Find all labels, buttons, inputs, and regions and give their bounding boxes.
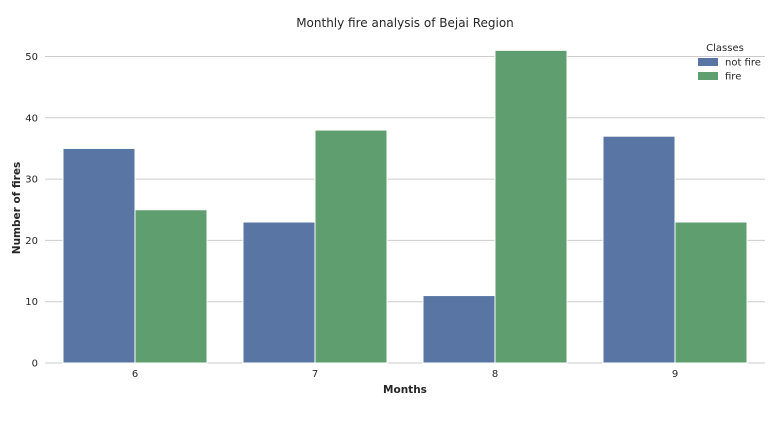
x-tick-label: 8 xyxy=(492,369,498,380)
x-tick-label: 9 xyxy=(672,369,678,380)
legend-label: fire xyxy=(725,72,741,83)
legend-label: not fire xyxy=(725,58,761,69)
x-axis-label: Months xyxy=(383,384,427,396)
bar-fire-6 xyxy=(134,209,208,364)
x-tick-label: 6 xyxy=(132,369,138,380)
y-tick-label: 10 xyxy=(25,297,38,308)
bars xyxy=(62,49,748,364)
bar-fire-8 xyxy=(494,49,568,364)
y-tick-label: 40 xyxy=(25,113,38,124)
x-axis-ticks: 6 7 8 9 xyxy=(132,369,678,380)
bar-not-fire-7 xyxy=(242,221,316,364)
bar-not-fire-9 xyxy=(602,135,676,364)
chart-title: Monthly fire analysis of Bejai Region xyxy=(296,16,514,30)
legend-swatch-fire xyxy=(698,72,718,80)
y-tick-label: 50 xyxy=(25,52,38,63)
legend: Classes not fire fire xyxy=(698,43,761,83)
bar-fire-7 xyxy=(314,129,388,364)
y-axis-label: Number of fires xyxy=(11,162,23,254)
bar-fire-9 xyxy=(674,221,748,364)
legend-swatch-not-fire xyxy=(698,58,718,66)
y-tick-label: 0 xyxy=(32,359,38,370)
bar-not-fire-6 xyxy=(62,147,136,364)
y-axis-ticks: 0 10 20 30 40 50 xyxy=(25,52,38,370)
bar-not-fire-8 xyxy=(422,295,496,364)
y-tick-label: 20 xyxy=(25,236,38,247)
legend-title: Classes xyxy=(706,43,744,54)
x-tick-label: 7 xyxy=(312,369,318,380)
y-tick-label: 30 xyxy=(25,175,38,186)
